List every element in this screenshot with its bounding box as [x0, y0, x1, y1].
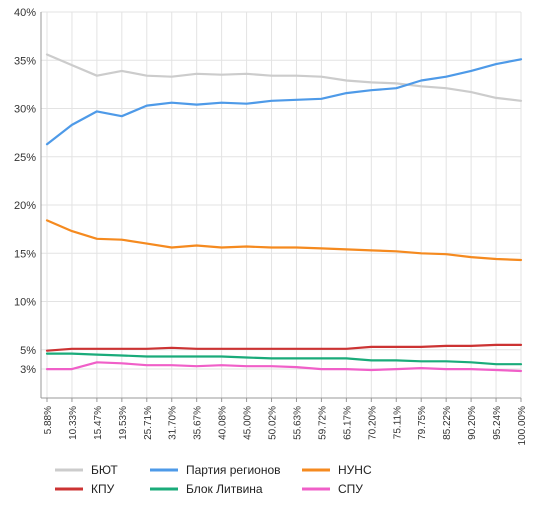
- x-tick-label: 79.75%: [417, 406, 428, 440]
- series-line-0: [45, 53, 523, 102]
- series-line-2: [45, 219, 523, 262]
- x-tick-label: 90.20%: [467, 406, 478, 440]
- x-tick-label: 70.20%: [367, 406, 378, 440]
- x-tick-label: 55.63%: [292, 406, 303, 440]
- x-tick-label: 5.88%: [43, 406, 54, 434]
- y-tick-label: 40%: [14, 7, 36, 19]
- y-tick-label: 25%: [14, 152, 36, 164]
- x-tick-label: 45.00%: [243, 406, 254, 440]
- series-line-5: [45, 361, 523, 373]
- x-tick-label: 65.17%: [342, 406, 353, 440]
- x-axis-ticks: 5.88% 10.33% 15.47% 19.53% 25.71% 31.70% 35.67…: [43, 398, 528, 445]
- y-tick-label: 5%: [20, 345, 36, 357]
- y-tick-label: 10%: [14, 297, 36, 309]
- x-tick-label: 75.11%: [392, 406, 403, 439]
- x-tick-label: 25.71%: [143, 406, 154, 440]
- legend-label: БЮТ: [91, 463, 118, 477]
- legend-label: КПУ: [91, 482, 115, 496]
- y-tick-label: 20%: [14, 200, 36, 212]
- legend-label: СПУ: [338, 482, 363, 496]
- series-line-3: [45, 343, 523, 352]
- y-tick-label: 30%: [14, 104, 36, 116]
- x-tick-label: 50.02%: [268, 406, 279, 440]
- grid: [40, 11, 522, 399]
- x-tick-label: 85.22%: [442, 406, 453, 440]
- x-tick-label: 59.72%: [317, 406, 328, 440]
- legend: БЮТ Партия регионов НУНС КПУ Блок Литвина СПУ: [55, 463, 372, 496]
- series-lines: [45, 53, 523, 373]
- y-tick-label: 15%: [14, 248, 36, 260]
- series-line-1: [45, 58, 523, 146]
- legend-label: Партия регионов: [186, 463, 281, 477]
- legend-label: Блок Литвина: [186, 482, 263, 496]
- x-tick-label: 15.47%: [93, 406, 104, 440]
- x-tick-label: 31.70%: [168, 406, 179, 440]
- x-tick-label: 40.08%: [218, 406, 229, 440]
- x-tick-label: 35.67%: [193, 406, 204, 440]
- x-tick-label: 10.33%: [68, 406, 79, 440]
- x-tick-label: 95.24%: [492, 406, 503, 440]
- series-line-4: [45, 352, 523, 366]
- x-tick-label: 100.00%: [517, 406, 528, 446]
- y-tick-label: 3%: [20, 364, 36, 376]
- y-axis-ticks: 40% 35% 30% 25% 20% 15% 10% 5% 3%: [14, 7, 36, 376]
- y-tick-label: 35%: [14, 55, 36, 67]
- x-tick-label: 19.53%: [118, 406, 129, 440]
- legend-label: НУНС: [338, 463, 372, 477]
